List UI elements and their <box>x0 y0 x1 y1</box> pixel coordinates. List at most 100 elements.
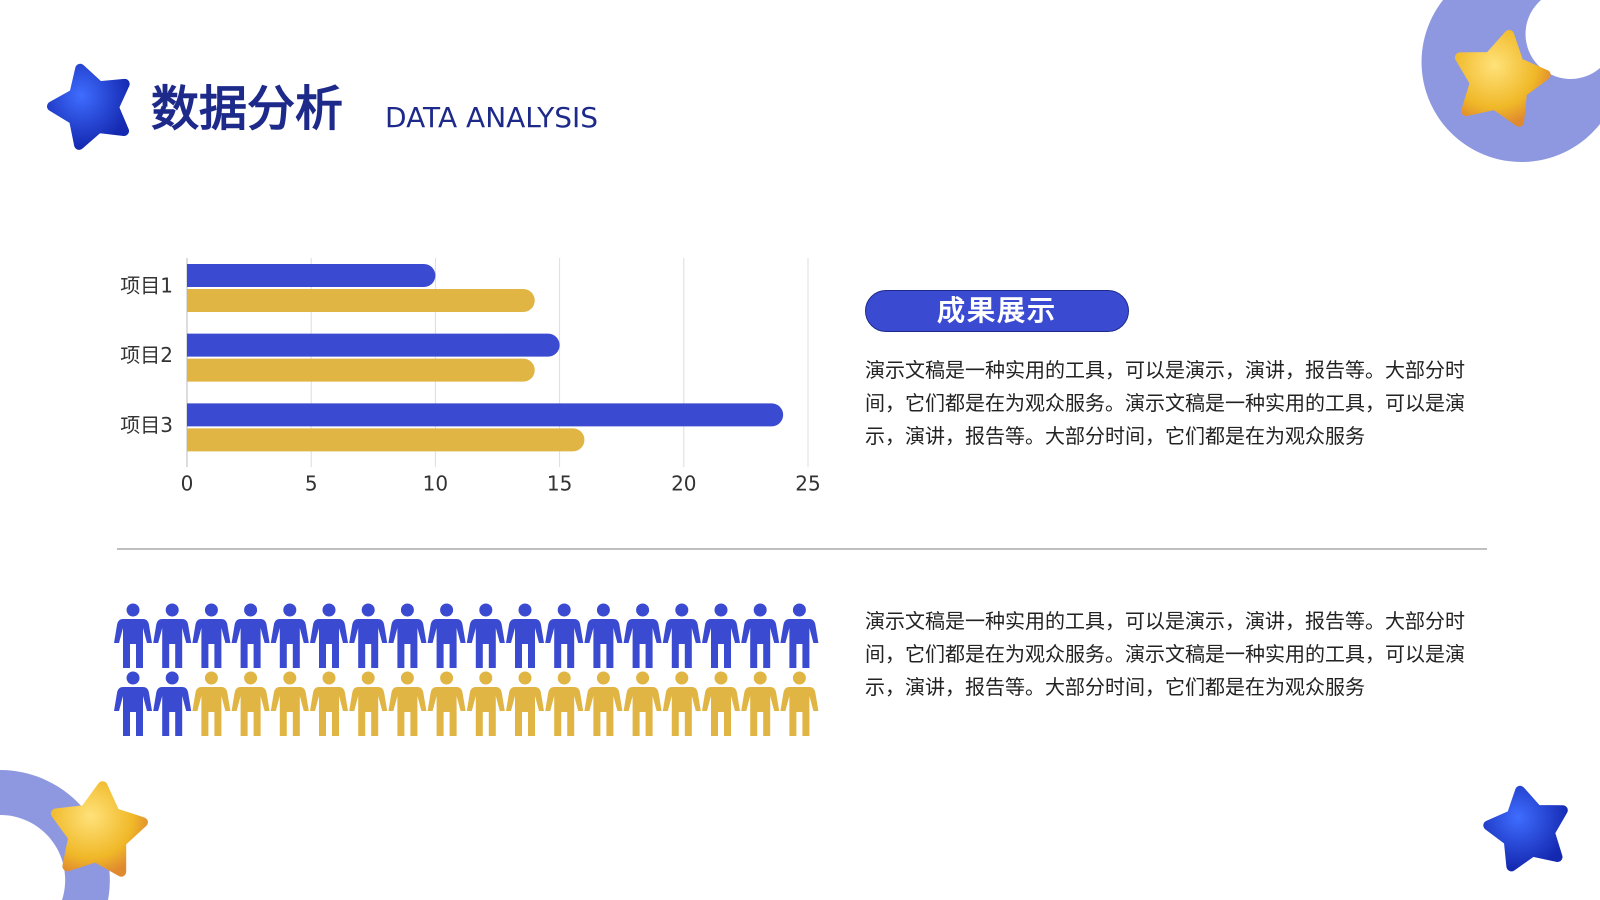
person-body <box>506 619 544 668</box>
person-icon <box>231 603 270 668</box>
person-body <box>662 619 701 668</box>
person-head <box>204 603 218 617</box>
bar <box>187 264 436 287</box>
person-icon <box>114 603 152 668</box>
person-body <box>349 687 388 736</box>
person-icon <box>310 671 348 736</box>
badge: 成果展示 <box>865 290 1129 332</box>
person-icon <box>545 671 584 736</box>
person-icon <box>780 603 819 668</box>
person-body <box>780 619 819 668</box>
bar <box>187 428 585 452</box>
person-body <box>310 619 348 668</box>
person-body <box>427 687 466 736</box>
person-icon <box>153 603 192 668</box>
person-body <box>114 687 152 736</box>
person-head <box>714 671 728 685</box>
person-head <box>557 671 571 685</box>
person-body <box>427 619 466 668</box>
person-icon <box>388 603 427 668</box>
person-head <box>753 603 767 617</box>
person-body <box>702 619 740 668</box>
y-tick-label: 项目1 <box>120 274 173 298</box>
person-head <box>244 603 258 617</box>
person-body <box>466 687 505 736</box>
person-icon <box>623 603 662 668</box>
person-head <box>283 603 297 617</box>
person-body <box>349 619 388 668</box>
deco-star <box>47 63 130 150</box>
person-head <box>400 603 414 617</box>
person-icon <box>153 671 192 736</box>
person-head <box>518 671 532 685</box>
x-tick-label: 10 <box>423 472 448 496</box>
person-icon <box>270 671 309 736</box>
person-head <box>714 603 728 617</box>
person-icon <box>310 603 348 668</box>
person-body <box>192 687 231 736</box>
person-head <box>636 671 650 685</box>
person-head <box>440 603 454 617</box>
x-tick-label: 0 <box>181 472 194 496</box>
person-body <box>702 687 740 736</box>
person-body <box>623 619 662 668</box>
person-head <box>126 671 140 685</box>
person-icon <box>741 671 780 736</box>
person-body <box>741 619 780 668</box>
person-head <box>557 603 571 617</box>
deco-ring <box>0 770 110 900</box>
person-head <box>283 671 297 685</box>
person-icon <box>584 603 623 668</box>
person-icon <box>349 603 388 668</box>
person-head <box>479 671 493 685</box>
person-body <box>545 687 584 736</box>
person-icon <box>780 671 819 736</box>
person-body <box>153 619 192 668</box>
person-head <box>596 671 610 685</box>
person-body <box>584 687 623 736</box>
person-head <box>361 671 375 685</box>
person-icon <box>349 671 388 736</box>
person-icon <box>506 671 544 736</box>
paragraph: 演示文稿是一种实用的工具，可以是演示，演讲，报告等。大部分时间，它们都是在为观众… <box>865 609 1465 699</box>
bar <box>187 289 535 312</box>
person-icon <box>623 671 662 736</box>
bar <box>187 358 535 382</box>
person-head <box>244 671 258 685</box>
person-body <box>231 619 270 668</box>
person-head <box>596 603 610 617</box>
person-icon <box>388 671 427 736</box>
person-body <box>388 687 427 736</box>
person-head <box>322 603 336 617</box>
person-icon <box>584 671 623 736</box>
person-body <box>114 619 152 668</box>
person-body <box>310 687 348 736</box>
person-head <box>479 603 493 617</box>
y-tick-label: 项目3 <box>120 413 173 437</box>
person-icon <box>427 603 466 668</box>
person-icon <box>662 671 701 736</box>
person-head <box>792 671 806 685</box>
bar <box>187 333 560 357</box>
person-icon <box>427 671 466 736</box>
person-head <box>675 603 689 617</box>
person-icon <box>231 671 270 736</box>
bar <box>187 403 784 427</box>
deco-star <box>50 781 148 877</box>
person-body <box>545 619 584 668</box>
person-head <box>753 671 767 685</box>
person-head <box>675 671 689 685</box>
person-icon <box>114 671 152 736</box>
person-body <box>192 619 231 668</box>
person-body <box>741 687 780 736</box>
title: 数据分析 <box>151 81 343 137</box>
person-icon <box>192 671 231 736</box>
person-head <box>165 603 179 617</box>
deco-star <box>1454 29 1551 127</box>
person-icon <box>741 603 780 668</box>
x-tick-label: 25 <box>795 472 820 496</box>
person-head <box>440 671 454 685</box>
person-body <box>623 687 662 736</box>
